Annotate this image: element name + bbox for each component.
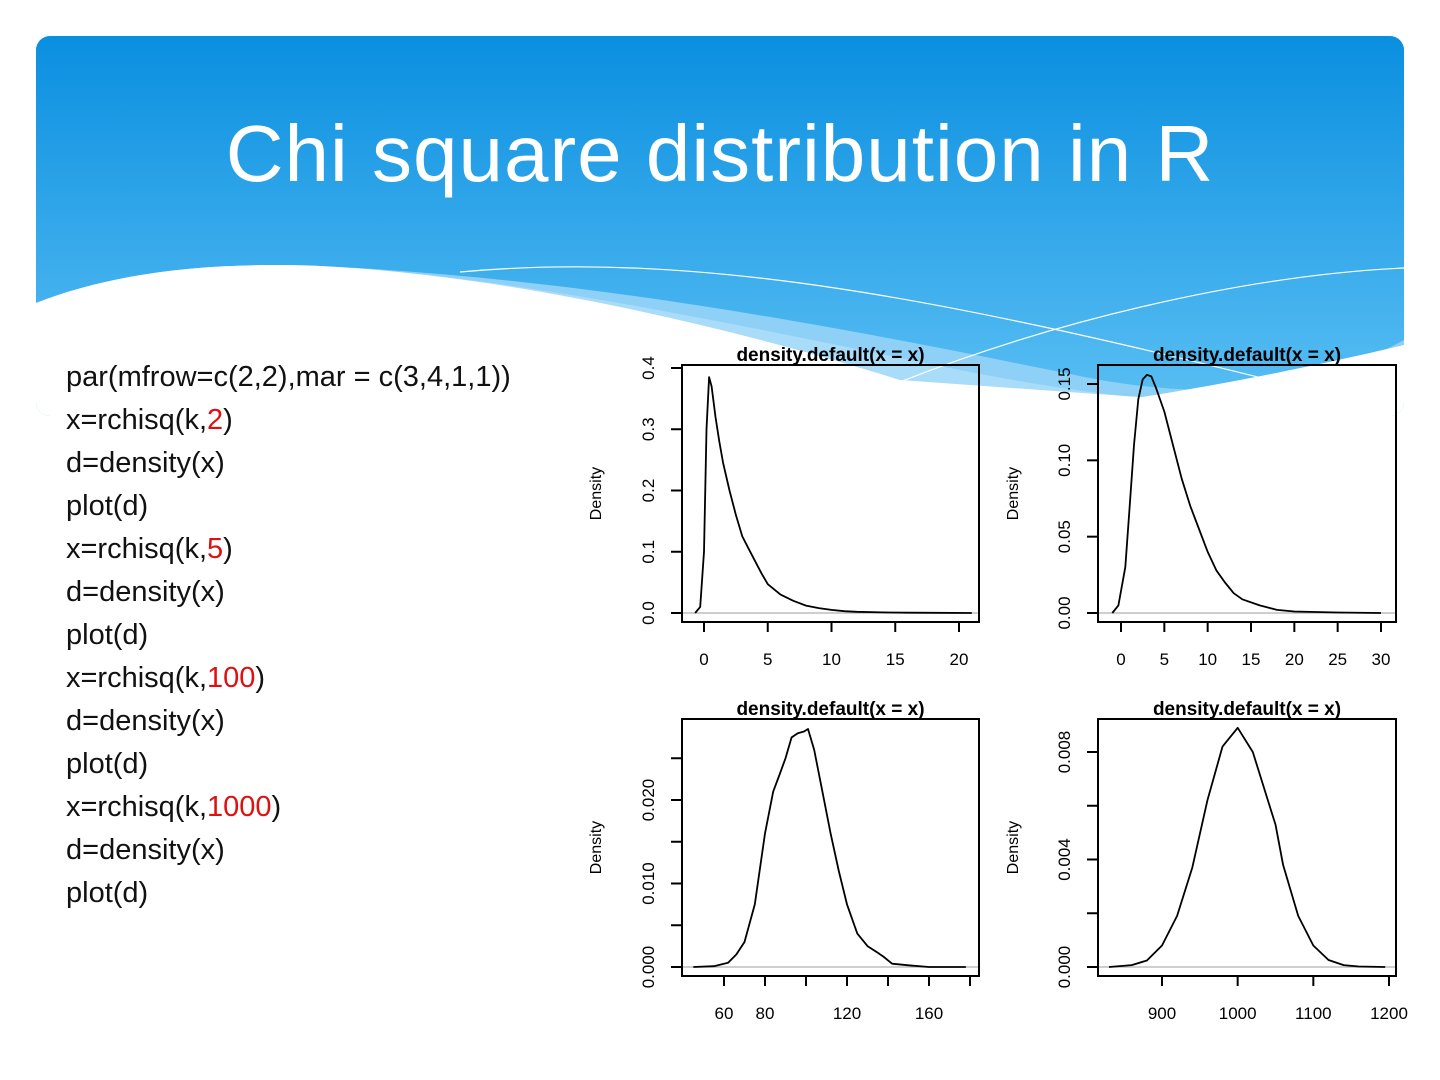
code-text: d=density(x) (66, 576, 225, 608)
plot-title: density.default(x = x) (736, 699, 924, 720)
code-text: d=density(x) (66, 447, 225, 479)
density-plot-2: density.default(x = x) Density 0 5 10 15 20 25 3… (1005, 345, 1397, 669)
code-text: ) (255, 662, 266, 694)
code-text: ) (223, 533, 233, 565)
x-tick-label: 0 (1116, 650, 1125, 669)
x-tick-label: 10 (822, 650, 841, 669)
density-plot-3: density.default(x = x) Density 60 80 120 160 0… (588, 699, 980, 1023)
code-line: plot(d) (66, 743, 511, 786)
y-tick-label: 0.0 (639, 601, 658, 625)
code-line: d=density(x) (66, 829, 511, 872)
x-tick-label: 1000 (1219, 1004, 1257, 1023)
plot-frame (1097, 718, 1397, 977)
code-text: plot(d) (66, 490, 149, 522)
y-tick-label: 0.3 (639, 417, 658, 441)
x-tick-label: 20 (950, 650, 969, 669)
y-tick-label: 0.1 (639, 540, 658, 564)
y-axis-label: Density (1005, 821, 1022, 874)
code-text: d=density(x) (66, 834, 225, 866)
y-tick-label: 0.4 (639, 356, 658, 380)
x-tick-label: 80 (756, 1004, 775, 1023)
plot-title: density.default(x = x) (736, 345, 924, 366)
density-plot-4: density.default(x = x) Density 900 1000 1100… (1005, 699, 1408, 1023)
code-line: x=rchisq(k,1000) (66, 786, 511, 829)
x-tick-label: 1100 (1295, 1004, 1332, 1023)
y-tick-label: 0.000 (639, 946, 658, 989)
code-line: d=density(x) (66, 571, 511, 614)
code-argument-highlight: 2 (207, 404, 224, 436)
x-tick-label: 25 (1328, 650, 1347, 669)
density-plot-1: density.default(x = x) Density 0 5 10 15 20 0.0… (588, 345, 980, 669)
code-line: par(mfrow=c(2,2),mar = c(3,4,1,1)) (66, 356, 511, 399)
code-argument-highlight: 100 (207, 662, 256, 694)
x-tick-label: 60 (715, 1004, 734, 1023)
x-tick-label: 15 (886, 650, 905, 669)
plot-frame (681, 364, 980, 623)
plot-frame (1097, 364, 1397, 623)
x-tick-label: 900 (1148, 1004, 1176, 1023)
x-tick-label: 20 (1285, 650, 1304, 669)
code-text: plot(d) (66, 877, 149, 909)
y-tick-label: 0.020 (639, 779, 658, 822)
y-tick-label: 0.10 (1055, 444, 1074, 477)
x-tick-label: 5 (763, 650, 772, 669)
code-line: plot(d) (66, 614, 511, 657)
code-line: d=density(x) (66, 700, 511, 743)
code-argument-highlight: 5 (207, 533, 224, 565)
code-text: plot(d) (66, 748, 149, 780)
code-argument-highlight: 1000 (207, 791, 272, 823)
x-tick-label: 15 (1242, 650, 1261, 669)
density-curve (1111, 373, 1382, 614)
x-tick-label: 1200 (1370, 1004, 1408, 1023)
y-tick-label: 0.05 (1055, 520, 1074, 553)
y-axis-label: Density (588, 467, 605, 520)
code-line: plot(d) (66, 485, 511, 528)
x-tick-label: 0 (699, 650, 708, 669)
y-tick-label: 0.2 (639, 479, 658, 503)
y-tick-label: 0.004 (1055, 838, 1074, 881)
slide-title: Chi square distribution in R (225, 109, 1215, 198)
y-tick-label: 0.00 (1055, 596, 1074, 629)
plot-frame (681, 718, 980, 977)
x-tick-label: 160 (915, 1004, 943, 1023)
density-curve (694, 376, 972, 614)
plot-title: density.default(x = x) (1153, 345, 1341, 366)
code-text: ) (271, 791, 282, 823)
y-tick-label: 0.000 (1055, 946, 1074, 989)
code-line: x=rchisq(k,2) (66, 399, 511, 442)
x-tick-label: 5 (1160, 650, 1169, 669)
plot-title: density.default(x = x) (1153, 699, 1341, 720)
y-axis-label: Density (588, 821, 605, 874)
x-tick-label: 10 (1198, 650, 1217, 669)
y-tick-label: 0.010 (639, 862, 658, 905)
code-text: x=rchisq(k, (66, 404, 208, 436)
code-text: x=rchisq(k, (66, 533, 208, 565)
code-text: x=rchisq(k, (66, 662, 208, 694)
code-line: plot(d) (66, 872, 511, 915)
code-line: x=rchisq(k,5) (66, 528, 511, 571)
code-line: d=density(x) (66, 442, 511, 485)
code-text: plot(d) (66, 619, 149, 651)
y-tick-label: 0.15 (1055, 367, 1074, 400)
r-code-block: par(mfrow=c(2,2),mar = c(3,4,1,1)) x=rchi… (66, 356, 511, 915)
code-line: x=rchisq(k,100) (66, 657, 511, 700)
y-tick-label: 0.008 (1055, 731, 1074, 774)
y-axis-label: Density (1005, 467, 1022, 520)
x-tick-label: 30 (1372, 650, 1391, 669)
density-curve (693, 728, 966, 968)
x-tick-label: 120 (833, 1004, 861, 1023)
code-text: par(mfrow=c(2,2),mar = c(3,4,1,1)) (66, 361, 511, 393)
density-curve (1108, 726, 1386, 968)
code-text: x=rchisq(k, (66, 791, 208, 823)
code-text: d=density(x) (66, 705, 225, 737)
code-text: ) (223, 404, 233, 436)
